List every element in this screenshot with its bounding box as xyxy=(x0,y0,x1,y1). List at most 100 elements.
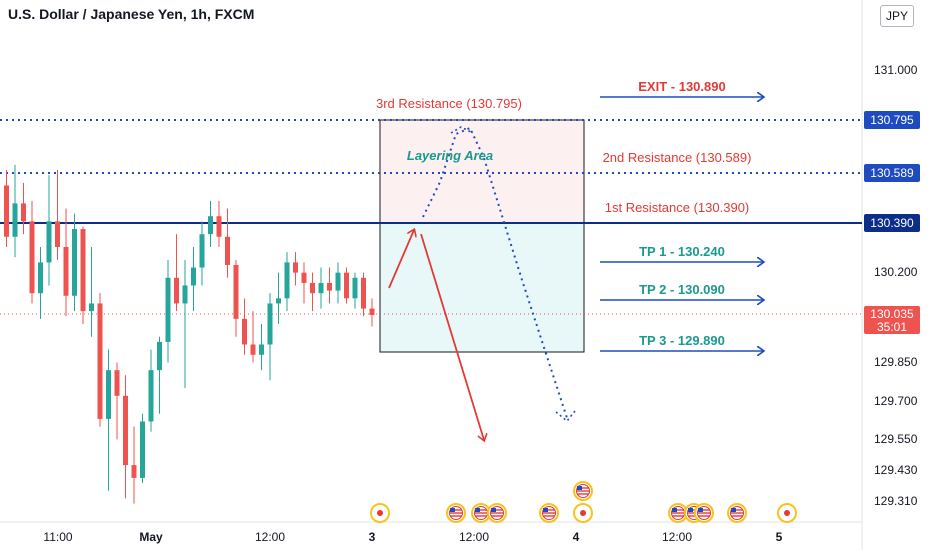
support-zone-box[interactable] xyxy=(379,222,585,353)
bar-countdown-text: 35:01 xyxy=(877,320,907,334)
candle-body xyxy=(131,465,137,478)
price-tick: 130.200 xyxy=(874,265,918,279)
candle-body xyxy=(29,221,35,294)
resistance-3-label: 3rd Resistance (130.795) xyxy=(376,96,522,111)
candle-body xyxy=(80,229,86,312)
projection-up-arrow[interactable] xyxy=(388,230,414,289)
resistance-1-label: 1st Resistance (130.390) xyxy=(605,200,750,215)
price-tick: 129.700 xyxy=(874,394,918,408)
candle-body xyxy=(38,262,43,294)
candle-body xyxy=(21,203,26,222)
current-price-text: 130.035 xyxy=(870,307,914,321)
us-flag-event-icon[interactable] xyxy=(539,503,559,523)
candle-body xyxy=(89,303,94,312)
candle-body xyxy=(114,370,120,396)
candle-body xyxy=(267,303,273,345)
candle-body xyxy=(46,221,52,263)
candle-body xyxy=(191,267,196,286)
candle-body xyxy=(276,298,281,304)
candle-body xyxy=(182,285,188,304)
projection-down-arrow[interactable] xyxy=(420,233,484,440)
candle-body xyxy=(259,344,264,355)
current-price-badge xyxy=(864,306,920,334)
resistance-3-badge-text: 130.795 xyxy=(870,113,914,127)
price-tick: 129.850 xyxy=(874,355,918,369)
candle-body xyxy=(352,277,358,299)
candle-body xyxy=(327,282,332,291)
candle-body xyxy=(284,262,290,299)
us-flag-event-icon[interactable] xyxy=(446,503,466,523)
candle-body xyxy=(242,318,247,345)
candle-body xyxy=(310,282,315,294)
candle-body xyxy=(157,341,162,371)
candlestick-series xyxy=(4,164,375,504)
candle-body xyxy=(361,277,366,309)
resistance-2-label: 2nd Resistance (130.589) xyxy=(603,150,752,165)
candle-body xyxy=(148,370,154,422)
layering-area-label: Layering Area xyxy=(407,148,493,163)
candle-body xyxy=(208,216,213,235)
candle-body xyxy=(72,229,77,296)
candle-body xyxy=(293,262,298,273)
time-tick: 12:00 xyxy=(459,530,489,544)
jp-flag-event-icon[interactable] xyxy=(777,503,797,523)
time-tick: May xyxy=(139,530,163,544)
candle-body xyxy=(225,236,230,265)
candle-body xyxy=(55,221,60,247)
candle-body xyxy=(301,272,307,283)
candle-body xyxy=(233,264,239,319)
time-tick: 4 xyxy=(573,530,580,544)
us-flag-event-icon[interactable] xyxy=(727,503,747,523)
jp-flag-event-icon[interactable] xyxy=(370,503,390,523)
jp-flag-event-icon[interactable] xyxy=(573,503,593,523)
tp3-label: TP 3 - 129.890 xyxy=(639,333,725,348)
us-flag-event-icon[interactable] xyxy=(668,503,688,523)
layering-path-arrowhead-top xyxy=(450,126,474,134)
price-tick: 129.550 xyxy=(874,432,918,446)
currency-button[interactable]: JPY xyxy=(880,5,914,27)
candle-body xyxy=(344,272,349,299)
time-tick: 3 xyxy=(369,530,376,544)
time-tick: 11:00 xyxy=(43,530,72,544)
resistance-3-badge xyxy=(864,111,920,129)
tp2-label: TP 2 - 130.090 xyxy=(639,282,725,297)
candle-body xyxy=(369,308,375,315)
resistance-1-badge-text: 130.390 xyxy=(870,216,914,230)
candle-body xyxy=(63,247,69,296)
exit-label: EXIT - 130.890 xyxy=(638,79,725,94)
candle-body xyxy=(12,203,18,237)
us-flag-event-icon[interactable] xyxy=(694,503,714,523)
price-tick: 131.000 xyxy=(874,63,918,77)
us-flag-event-icon[interactable] xyxy=(573,481,593,501)
candle-body xyxy=(97,303,103,419)
candle-body xyxy=(4,185,9,237)
price-tick: 129.310 xyxy=(874,494,918,508)
candle-body xyxy=(335,272,341,291)
candle-body xyxy=(250,344,256,355)
candle-body xyxy=(123,395,128,466)
us-flag-event-icon[interactable] xyxy=(471,503,491,523)
resistance-1-badge xyxy=(864,214,920,232)
resistance-zone-box[interactable] xyxy=(379,119,585,224)
candle-body xyxy=(199,234,205,268)
layering-path-dotted[interactable] xyxy=(422,126,568,419)
candle-body xyxy=(174,277,179,304)
candle-body xyxy=(165,277,171,342)
time-tick: 5 xyxy=(776,530,783,544)
candle-body xyxy=(216,216,222,237)
resistance-2-badge xyxy=(864,164,920,182)
candle-body xyxy=(140,421,145,478)
price-axis[interactable]: 131.000 130.200 129.850 129.700 129.550 … xyxy=(874,63,918,508)
time-axis[interactable]: 11:00 May 12:00 3 12:00 4 12:00 5 xyxy=(43,530,782,544)
time-tick: 12:00 xyxy=(662,530,692,544)
candle-body xyxy=(318,282,324,294)
price-tick: 129.430 xyxy=(874,463,918,477)
candle-body xyxy=(106,370,111,419)
economic-events-row xyxy=(370,481,797,523)
us-flag-event-icon[interactable] xyxy=(487,503,507,523)
tp1-label: TP 1 - 130.240 xyxy=(639,244,725,259)
time-tick: 12:00 xyxy=(255,530,285,544)
resistance-2-badge-text: 130.589 xyxy=(870,166,914,180)
chart-title: U.S. Dollar / Japanese Yen, 1h, FXCM xyxy=(8,6,255,22)
